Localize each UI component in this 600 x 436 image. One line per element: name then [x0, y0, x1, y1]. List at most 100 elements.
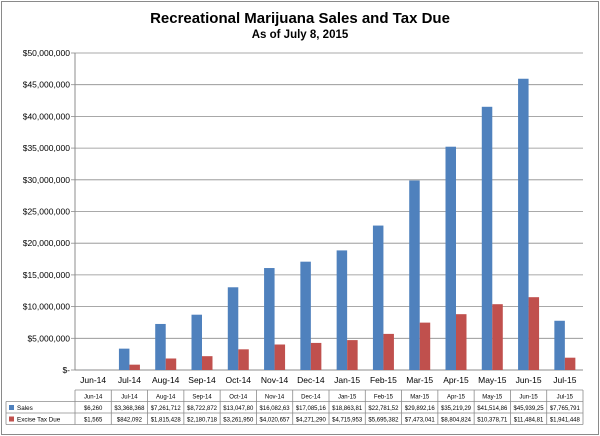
bar-excise-tax	[347, 340, 358, 370]
bar-sales	[336, 250, 348, 370]
table-value-cell: $4,271,290	[296, 417, 327, 423]
table-header-cell: Jun-14	[84, 394, 103, 400]
bar-excise-tax	[419, 322, 431, 370]
y-tick-label: $25,000,000	[23, 207, 71, 217]
table-value-cell: $41,514,86	[477, 406, 508, 412]
table-header-cell: Nov-14	[265, 394, 285, 400]
x-tick-label: Aug-14	[152, 375, 180, 385]
bar-excise-tax	[274, 344, 286, 370]
bar-sales	[118, 348, 130, 370]
legend-key-excise-tax	[9, 416, 14, 422]
bar-sales	[518, 78, 529, 371]
table-header-cell: Jul-15	[557, 394, 574, 400]
table-value-cell: $7,765,791	[550, 406, 581, 412]
table-value-cell: $3,261,950	[223, 417, 254, 423]
bar-sales	[264, 268, 275, 370]
table-value-cell: $4,020,657	[260, 417, 291, 423]
table-value-cell: $29,892,16	[405, 406, 436, 412]
table-value-cell: $7,261,712	[151, 406, 182, 412]
table-header-cell: May-15	[482, 394, 503, 400]
table-header-cell: Feb-15	[374, 394, 394, 400]
y-tick-label: $45,000,000	[23, 80, 71, 90]
x-tick-label: Jan-15	[334, 375, 360, 385]
bar-excise-tax	[492, 304, 503, 370]
table-header-cell: Aug-14	[156, 394, 176, 400]
x-tick-label: Oct-14	[226, 375, 252, 385]
table-value-cell: $18,863,81	[332, 406, 363, 412]
y-tick-label: $5,000,000	[27, 333, 70, 343]
y-tick-label: $50,000,000	[23, 48, 71, 58]
table-value-cell: $17,085,16	[296, 406, 327, 412]
x-tick-label: Jul-15	[553, 375, 576, 385]
bar-sales	[445, 146, 456, 370]
x-tick-label: May-15	[478, 375, 507, 385]
table-value-cell: $45,939,25	[514, 406, 545, 412]
table-value-cell: $6,260	[84, 406, 103, 412]
table-value-cell: $35,219,29	[441, 406, 472, 412]
table-value-cell: $2,180,718	[187, 417, 218, 423]
x-tick-label: Apr-15	[443, 375, 469, 385]
x-tick-label: Sep-14	[188, 375, 216, 385]
bar-sales	[554, 320, 565, 370]
bar-excise-tax	[202, 356, 213, 370]
x-tick-label: Jul-14	[118, 375, 141, 385]
bar-excise-tax	[528, 297, 540, 370]
table-header-cell: Apr-15	[447, 394, 466, 400]
x-tick-label: Feb-15	[370, 375, 397, 385]
bar-sales	[191, 314, 202, 370]
table-header-cell: Mar-15	[410, 394, 430, 400]
bar-excise-tax	[129, 364, 140, 370]
bar-excise-tax	[238, 349, 249, 370]
x-tick-label: Mar-15	[406, 375, 433, 385]
y-tick-label: $-	[62, 365, 70, 375]
table-header-cell: Oct-14	[229, 394, 248, 400]
bar-sales	[300, 261, 311, 370]
bar-excise-tax	[383, 333, 394, 370]
table-value-cell: $1,941,448	[550, 417, 581, 423]
table-header-cell: Jan-15	[338, 394, 357, 400]
legend-label: Excise Tax Due	[17, 416, 61, 423]
table-value-cell: $8,722,872	[187, 406, 218, 412]
legend-label: Sales	[17, 405, 33, 412]
table-value-cell: $4,715,953	[332, 417, 363, 423]
bar-excise-tax	[310, 342, 322, 370]
table-value-cell: $8,804,824	[441, 417, 472, 423]
y-tick-label: $15,000,000	[23, 270, 71, 280]
table-header-cell: Dec-14	[301, 394, 321, 400]
bar-sales	[409, 180, 420, 370]
table-value-cell: $3,368,368	[114, 406, 145, 412]
bar-sales	[227, 287, 239, 370]
bar-excise-tax	[564, 357, 576, 370]
chart-title: Recreational Marijuana Sales and Tax Due	[150, 10, 450, 27]
table-header-cell: Sep-14	[192, 394, 212, 400]
x-tick-label: Jun-15	[516, 375, 542, 385]
table-value-cell: $13,047,80	[223, 406, 254, 412]
table-value-cell: $1,815,428	[151, 417, 182, 423]
y-tick-label: $35,000,000	[23, 143, 71, 153]
bar-excise-tax	[456, 314, 467, 370]
table-header-cell: Jun-15	[519, 394, 538, 400]
y-tick-label: $10,000,000	[23, 302, 71, 312]
table-header-cell: Jul-14	[121, 394, 138, 400]
y-tick-label: $30,000,000	[23, 175, 71, 185]
x-tick-label: Dec-14	[297, 375, 325, 385]
table-value-cell: $22,781,52	[368, 406, 399, 412]
y-tick-label: $20,000,000	[23, 238, 71, 248]
bar-sales	[481, 106, 493, 371]
table-value-cell: $1,565	[84, 417, 103, 423]
bar-excise-tax	[165, 358, 177, 370]
bar-sales	[155, 323, 166, 370]
x-tick-label: Jun-14	[80, 375, 106, 385]
table-value-cell: $16,082,63	[260, 406, 291, 412]
bar-sales	[372, 225, 384, 370]
y-tick-label: $40,000,000	[23, 111, 71, 121]
chart-subtitle: As of July 8, 2015	[251, 29, 349, 41]
legend-key-sales	[9, 405, 14, 410]
table-value-cell: $10,378,71	[477, 417, 508, 423]
x-tick-label: Nov-14	[261, 375, 289, 385]
table-value-cell: $842,092	[117, 417, 143, 423]
table-value-cell: $11,484,81	[514, 417, 544, 423]
table-value-cell: $7,473,041	[405, 417, 436, 423]
table-value-cell: $5,695,382	[368, 417, 399, 423]
